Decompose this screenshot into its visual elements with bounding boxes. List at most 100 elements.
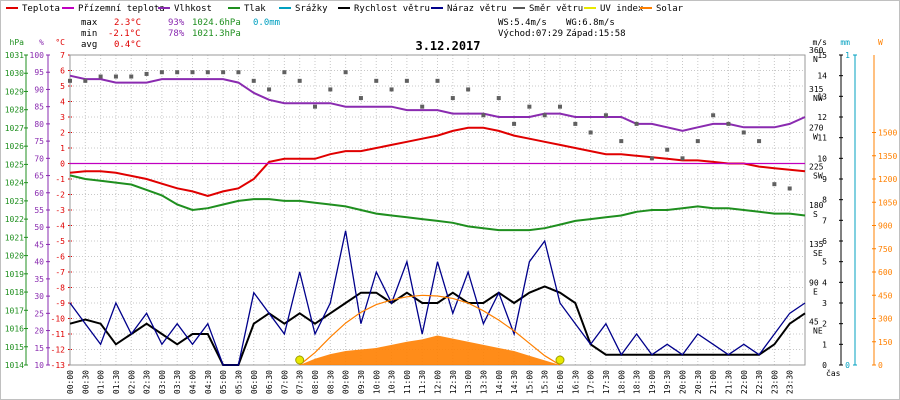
stat-min-temp: -2.1°C — [108, 29, 141, 39]
axis-title-degc: °C — [55, 38, 65, 47]
wind-dir-point-46 — [772, 182, 777, 187]
axis-label-ms-2: 2 — [822, 320, 827, 329]
x-tick-36: 18:00 — [617, 370, 626, 394]
wind-dir-point-42 — [711, 113, 716, 118]
axis-label-hpa-17: 1031 — [5, 51, 24, 60]
x-tick-7: 03:30 — [173, 370, 182, 394]
axis-label-ms-9: 9 — [822, 175, 827, 184]
wind-dir-point-34 — [588, 130, 593, 135]
x-tick-12: 06:00 — [250, 370, 259, 394]
axis-label-degc-11: -2 — [55, 191, 65, 200]
axis-label-dir-7: N — [813, 55, 818, 64]
axis-label-degc-12: -1 — [55, 175, 65, 184]
x-tick-5: 02:30 — [143, 370, 152, 394]
wind-dir-point-18 — [343, 70, 348, 75]
axis-label-w-8: 1200 — [878, 175, 897, 184]
axis-label-pct-8: 50 — [34, 223, 44, 232]
wind-dir-point-33 — [573, 121, 578, 126]
wind-dir-point-27 — [481, 113, 486, 118]
axis-label-degc-1: -12 — [51, 346, 66, 355]
axis-label-dir-3: S — [813, 210, 818, 219]
axis-label-degc-4: -9 — [55, 299, 65, 308]
axis-label-degc-19: 6 — [60, 67, 65, 76]
stats-block: max 2.3°C 93% 1024.6hPa 0.0mm min -2.1°C… — [81, 18, 626, 50]
x-tick-23: 11:30 — [418, 370, 427, 394]
axis-label-ms-1: 1 — [822, 340, 827, 349]
axis-label-pct-11: 65 — [34, 172, 44, 181]
plot-area — [68, 70, 806, 366]
legend-label-1: Přízemní teplota — [78, 4, 165, 14]
x-tick-21: 10:30 — [388, 370, 397, 394]
wind-dir-point-38 — [649, 156, 654, 161]
axis-title-pct: % — [39, 38, 44, 47]
x-tick-17: 08:30 — [326, 370, 335, 394]
wind-dir-point-3 — [113, 74, 118, 79]
x-axis-label: čas — [826, 368, 841, 378]
x-tick-3: 01:30 — [112, 370, 121, 394]
axis-label-pct-0: 10 — [34, 361, 44, 370]
wind-dir-point-11 — [236, 70, 241, 75]
axis-label-w-9: 1350 — [878, 152, 897, 161]
wind-dir-point-19 — [358, 96, 363, 101]
axis-label-degc-9: -4 — [55, 222, 65, 231]
axis-label-pct-10: 60 — [34, 189, 44, 198]
stat-min-press: 1021.3hPa — [192, 29, 241, 39]
x-tick-2: 01:00 — [97, 370, 106, 394]
wind-dir-point-40 — [680, 156, 685, 161]
axis-label-degc-16: 3 — [60, 113, 65, 122]
axis-label-pct-7: 45 — [34, 240, 44, 249]
x-tick-10: 05:00 — [219, 370, 228, 394]
stat-max-press: 1024.6hPa — [192, 18, 241, 28]
series-line-5 — [69, 230, 806, 366]
axis-label-w-10: 1500 — [878, 129, 897, 138]
x-tick-20: 10:00 — [372, 370, 381, 394]
axis-label-pct-15: 85 — [34, 103, 44, 112]
wind-dir-point-20 — [374, 78, 379, 83]
wind-dir-point-30 — [527, 104, 532, 109]
axis-label-ms-11: 11 — [817, 134, 827, 143]
x-tick-26: 13:00 — [464, 370, 473, 394]
axis-label-hpa-5: 1019 — [5, 270, 24, 279]
x-tick-9: 04:30 — [204, 370, 213, 394]
x-tick-41: 20:30 — [694, 370, 703, 394]
stat-ws: WS:5.4m/s — [498, 18, 547, 28]
axis-label-degc-13: 0 — [60, 160, 65, 169]
x-tick-32: 16:00 — [556, 370, 565, 394]
x-tick-39: 19:30 — [663, 370, 672, 394]
axis-label-pct-17: 95 — [34, 68, 44, 77]
wind-dir-point-10 — [221, 70, 226, 75]
axis-label-w-6: 900 — [878, 222, 893, 231]
wind-dir-point-16 — [313, 104, 317, 109]
wind-dir-point-12 — [251, 78, 256, 83]
x-tick-29: 14:30 — [510, 370, 519, 394]
axis-label-hpa-15: 1029 — [5, 87, 24, 96]
axis-label-hpa-14: 1028 — [5, 106, 24, 115]
axis-label-degc-15: 2 — [60, 129, 65, 138]
axis-label-ms-3: 3 — [822, 299, 827, 308]
axis-label-dir-deg-5: 270 — [809, 124, 824, 133]
axis-label-pct-13: 75 — [34, 137, 44, 146]
x-tick-18: 09:00 — [342, 370, 351, 394]
axis-label-pct-18: 100 — [30, 51, 45, 60]
axis-label-w-3: 450 — [878, 291, 893, 300]
x-tick-15: 07:30 — [296, 370, 305, 394]
axis-label-ms-5: 5 — [822, 258, 827, 267]
axis-label-hpa-1: 1015 — [5, 343, 24, 352]
wind-dir-point-6 — [159, 70, 164, 75]
axis-label-hpa-12: 1026 — [5, 142, 24, 151]
x-tick-24: 12:00 — [434, 370, 443, 394]
stat-sunrise: Východ:07:29 — [498, 29, 563, 39]
axis-label-ms-13: 13 — [817, 92, 827, 101]
x-tick-13: 06:30 — [265, 370, 274, 394]
wind-dir-point-41 — [695, 139, 700, 144]
axis-label-dir-5: W — [813, 133, 818, 142]
x-tick-25: 12:30 — [449, 370, 458, 394]
wind-dir-point-44 — [741, 130, 746, 135]
axis-label-ms-10: 10 — [817, 154, 827, 163]
axis-label-degc-18: 5 — [60, 82, 65, 91]
x-tick-47: 23:30 — [786, 370, 795, 394]
wind-dir-point-2 — [98, 74, 103, 79]
stat-avg-label: avg — [81, 40, 97, 50]
chart-title: 3.12.2017 — [415, 39, 480, 53]
axis-label-degc-8: -5 — [55, 237, 65, 246]
